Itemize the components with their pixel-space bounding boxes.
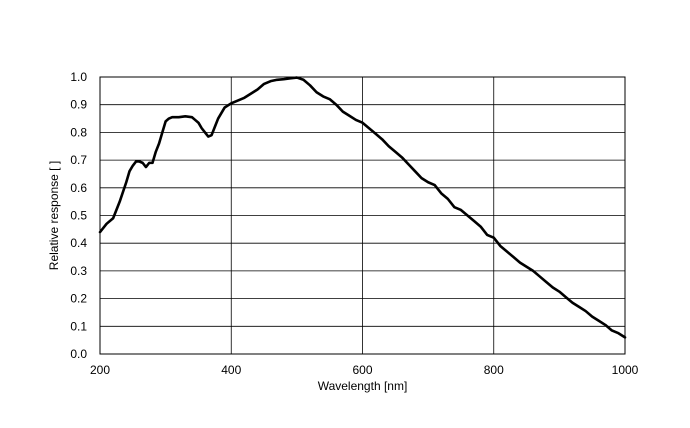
y-tick-label: 0.6 <box>70 181 87 195</box>
response-curve <box>98 76 627 339</box>
y-tick-label: 0.3 <box>70 264 87 278</box>
x-tick-label: 600 <box>352 363 372 377</box>
y-tick-label: 1.0 <box>70 70 87 84</box>
y-tick-label: 0.1 <box>70 319 87 333</box>
y-tick-label: 0.0 <box>70 347 87 361</box>
x-tick-label: 800 <box>484 363 504 377</box>
y-tick-label: 0.9 <box>70 98 87 112</box>
plot-area-frame <box>99 76 626 355</box>
x-axis-tick-labels: 200 400 600 800 1000 <box>90 363 639 377</box>
y-tick-label: 0.8 <box>70 125 87 139</box>
y-axis-tick-labels: 0.0 0.1 0.2 0.3 0.4 0.5 0.6 0.7 0.8 0.9 1.0 <box>70 70 87 361</box>
x-tick-label: 400 <box>221 363 241 377</box>
x-tick-label: 200 <box>90 363 110 377</box>
y-tick-label: 0.5 <box>70 209 87 223</box>
y-axis-title: Relative response [ ] <box>47 161 61 270</box>
y-tick-label: 0.4 <box>70 236 87 250</box>
x-tick-label: 1000 <box>612 363 639 377</box>
y-tick-label: 0.7 <box>70 153 87 167</box>
x-axis-title: Wavelength [nm] <box>318 379 408 393</box>
y-tick-label: 0.2 <box>70 292 87 306</box>
